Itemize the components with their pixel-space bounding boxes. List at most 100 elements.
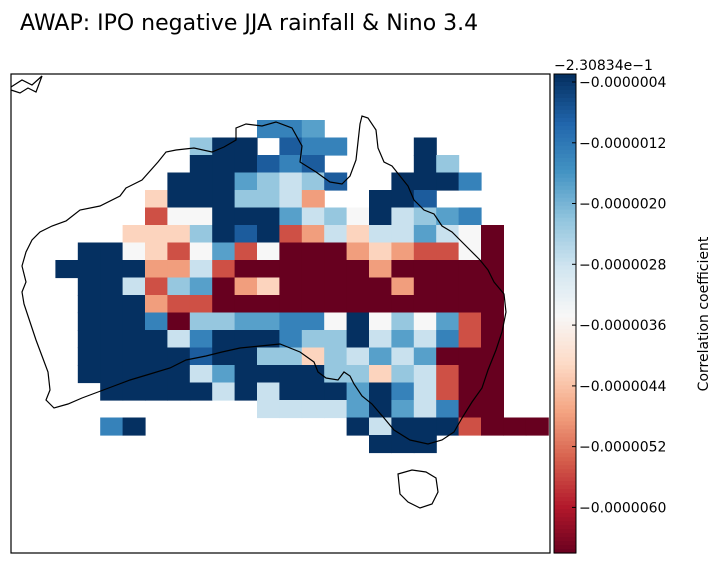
- heatmap-cell: [257, 242, 280, 261]
- heatmap-cell: [413, 277, 437, 296]
- heatmap-cell: [257, 312, 280, 331]
- heatmap-cell: [212, 260, 236, 279]
- heatmap-cell: [413, 137, 437, 156]
- heatmap-cell: [234, 277, 258, 296]
- heatmap-cell: [301, 260, 325, 279]
- heatmap-cell: [257, 330, 280, 349]
- heatmap-cell: [145, 225, 168, 244]
- colorbar-segment: [554, 437, 576, 442]
- heatmap-cell: [145, 347, 168, 366]
- colorbar-ticks: −0.0000004 −0.0000012 −0.0000020 −0.0000028…: [572, 75, 667, 516]
- colorbar-segment: [554, 445, 576, 450]
- heatmap-cell: [257, 207, 280, 226]
- heatmap-cell: [458, 417, 482, 436]
- heatmap-cell: [234, 137, 258, 156]
- heatmap-cell: [458, 400, 482, 419]
- map-axes: [10, 73, 551, 554]
- heatmap-cell: [481, 365, 504, 384]
- colorbar-segment: [554, 337, 576, 343]
- colorbar-segment: [554, 513, 576, 518]
- heatmap-cell: [122, 242, 146, 261]
- heatmap-cell: [167, 382, 191, 401]
- heatmap-cell: [324, 207, 348, 226]
- heatmap-cell: [346, 365, 370, 384]
- heatmap-cell: [391, 295, 415, 314]
- heatmap-cell: [436, 225, 460, 244]
- heatmap-cell: [212, 312, 236, 331]
- heatmap-cell: [391, 417, 415, 436]
- colorbar-segment: [554, 77, 576, 83]
- heatmap-cell: [369, 190, 392, 209]
- heatmap-cell: [324, 347, 348, 366]
- heatmap-cell: [212, 242, 236, 261]
- colorbar-segment: [554, 113, 576, 119]
- heatmap-cell: [212, 382, 236, 401]
- colorbar-segment: [554, 545, 576, 550]
- colorbar-segment: [554, 453, 576, 458]
- colorbar-segment: [554, 137, 576, 143]
- heatmap-cell: [301, 330, 325, 349]
- colorbar-segment: [554, 461, 576, 466]
- heatmap-cell: [189, 382, 213, 401]
- heatmap-cell: [279, 295, 303, 314]
- heatmap-cell: [436, 312, 460, 331]
- heatmap-cell: [234, 312, 258, 331]
- heatmap-cell: [391, 277, 415, 296]
- colorbar-segment: [554, 317, 576, 323]
- heatmap-cell: [279, 347, 303, 366]
- colorbar-segment: [554, 537, 576, 542]
- heatmap-cell: [279, 260, 303, 279]
- colorbar-segment: [554, 161, 576, 167]
- heatmap-cell: [324, 382, 348, 401]
- heatmap-cell: [257, 400, 280, 419]
- colorbar-segment: [554, 169, 576, 175]
- heatmap-cell: [324, 277, 348, 296]
- colorbar-segment: [554, 397, 576, 402]
- heatmap-cell: [301, 155, 325, 174]
- colorbar-segment: [554, 201, 576, 207]
- colorbar-segment: [554, 381, 576, 386]
- heatmap-cell: [234, 207, 258, 226]
- heatmap-cell: [100, 295, 124, 314]
- heatmap-cell: [458, 382, 482, 401]
- heatmap-cell: [122, 417, 146, 436]
- colorbar-segment: [554, 105, 576, 111]
- heatmap-cell: [369, 277, 392, 296]
- colorbar-gradient: [554, 74, 576, 554]
- heatmap-cell: [212, 207, 236, 226]
- colorbar-segment: [554, 89, 576, 95]
- heatmap-cell: [145, 382, 168, 401]
- heatmap-cell: [122, 382, 146, 401]
- heatmap-cell: [413, 260, 437, 279]
- heatmap-cell: [122, 260, 146, 279]
- heatmap-cell: [391, 347, 415, 366]
- heatmap-cell: [77, 312, 101, 331]
- heatmap-cell: [212, 155, 236, 174]
- heatmap-cell: [301, 347, 325, 366]
- colorbar-segment: [554, 425, 576, 430]
- colorbar-segment: [554, 485, 576, 490]
- heatmap-cell: [391, 260, 415, 279]
- heatmap-cell: [77, 347, 101, 366]
- heatmap-cell: [189, 260, 213, 279]
- heatmap-cell: [301, 295, 325, 314]
- colorbar-segment: [554, 141, 576, 147]
- colorbar-segment: [554, 429, 576, 434]
- heatmap-cell: [257, 365, 280, 384]
- colorbar-segment: [554, 93, 576, 99]
- heatmap-cell: [122, 225, 146, 244]
- colorbar-segment: [554, 413, 576, 418]
- heatmap-cell: [77, 365, 101, 384]
- colorbar-segment: [554, 329, 576, 335]
- heatmap-cell: [346, 207, 370, 226]
- colorbar-segment: [554, 233, 576, 239]
- colorbar-segment: [554, 253, 576, 259]
- heatmap-cell: [413, 295, 437, 314]
- colorbar-segment: [554, 501, 576, 506]
- colorbar-segment: [554, 85, 576, 91]
- heatmap-cell: [324, 365, 348, 384]
- heatmap-cell: [391, 207, 415, 226]
- heatmap-cell: [369, 382, 392, 401]
- heatmap-cell: [391, 382, 415, 401]
- heatmap-cell: [189, 172, 213, 191]
